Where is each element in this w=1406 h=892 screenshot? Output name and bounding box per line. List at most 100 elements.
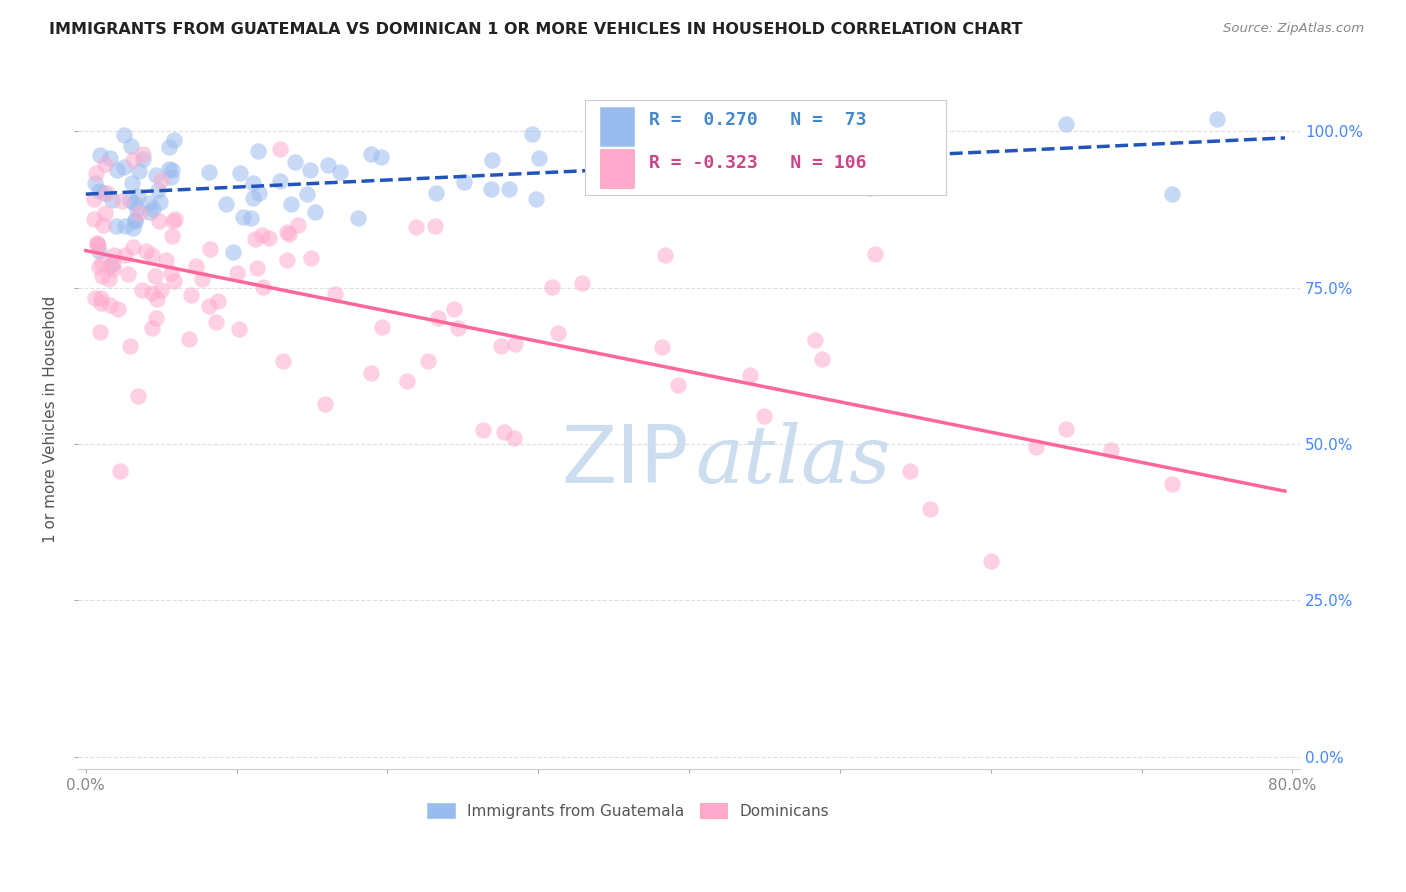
Point bbox=[547, 326, 569, 340]
Point bbox=[184, 260, 207, 274]
Point bbox=[150, 172, 173, 186]
Text: R =  0.270   N =  73: R = 0.270 N = 73 bbox=[648, 111, 866, 128]
Point bbox=[157, 139, 180, 153]
Point bbox=[295, 187, 318, 202]
Point bbox=[159, 169, 181, 184]
Text: atlas: atlas bbox=[695, 422, 890, 500]
Point bbox=[135, 244, 157, 258]
Point bbox=[246, 260, 269, 275]
Point bbox=[346, 211, 368, 225]
Point bbox=[360, 366, 382, 380]
Point bbox=[163, 211, 186, 226]
Point bbox=[87, 244, 110, 258]
Point bbox=[479, 181, 502, 195]
Point bbox=[271, 354, 294, 368]
Point bbox=[370, 150, 392, 164]
Point bbox=[101, 262, 124, 277]
Point bbox=[859, 181, 882, 195]
Point bbox=[666, 378, 689, 392]
Point bbox=[89, 148, 111, 162]
Point bbox=[371, 319, 394, 334]
Point bbox=[127, 188, 149, 202]
Point bbox=[96, 186, 118, 200]
Point bbox=[396, 375, 419, 389]
Point bbox=[141, 286, 163, 301]
Point bbox=[146, 183, 169, 197]
Point bbox=[191, 271, 214, 285]
Point bbox=[1054, 422, 1077, 436]
Point bbox=[125, 202, 148, 217]
Point bbox=[427, 310, 450, 325]
Point bbox=[84, 291, 107, 305]
Point bbox=[1054, 117, 1077, 131]
Point bbox=[481, 153, 503, 167]
Point bbox=[418, 353, 440, 368]
Point bbox=[121, 240, 143, 254]
Point bbox=[138, 196, 160, 211]
Point bbox=[112, 128, 135, 142]
Point bbox=[127, 389, 149, 403]
Point bbox=[163, 133, 186, 147]
Point bbox=[453, 175, 475, 189]
Point bbox=[143, 268, 166, 283]
Point bbox=[104, 219, 127, 233]
Point bbox=[101, 257, 124, 271]
Point bbox=[287, 218, 309, 232]
Legend: Immigrants from Guatemala, Dominicans: Immigrants from Guatemala, Dominicans bbox=[422, 797, 835, 825]
Point bbox=[114, 219, 136, 234]
Point bbox=[229, 166, 252, 180]
Point bbox=[803, 333, 825, 347]
Point bbox=[105, 163, 128, 178]
Point bbox=[124, 213, 146, 227]
Point bbox=[228, 322, 250, 336]
Point bbox=[529, 151, 551, 165]
Point bbox=[149, 194, 172, 209]
Point bbox=[198, 299, 221, 313]
Point bbox=[405, 219, 427, 234]
Point bbox=[252, 280, 274, 294]
Point bbox=[148, 214, 170, 228]
Point bbox=[980, 554, 1002, 568]
Point bbox=[114, 248, 136, 262]
Point bbox=[100, 258, 122, 272]
Point bbox=[162, 214, 184, 228]
FancyBboxPatch shape bbox=[600, 149, 634, 187]
Point bbox=[90, 296, 112, 310]
Point bbox=[1206, 112, 1229, 126]
Point bbox=[240, 211, 263, 225]
Point bbox=[242, 176, 264, 190]
Point bbox=[132, 147, 155, 161]
Point bbox=[86, 238, 108, 252]
Point bbox=[360, 147, 382, 161]
Point bbox=[84, 166, 107, 180]
Point bbox=[304, 205, 326, 219]
Point bbox=[471, 424, 494, 438]
Point bbox=[141, 321, 163, 335]
Point bbox=[107, 302, 129, 317]
Point bbox=[225, 266, 247, 280]
Point bbox=[84, 176, 107, 190]
Text: IMMIGRANTS FROM GUATEMALA VS DOMINICAN 1 OR MORE VEHICLES IN HOUSEHOLD CORRELATI: IMMIGRANTS FROM GUATEMALA VS DOMINICAN 1… bbox=[49, 22, 1022, 37]
Point bbox=[98, 151, 121, 165]
Point bbox=[1025, 440, 1047, 454]
Point bbox=[571, 276, 593, 290]
Point bbox=[276, 252, 298, 267]
FancyBboxPatch shape bbox=[585, 100, 946, 194]
Point bbox=[131, 283, 153, 297]
Point bbox=[145, 292, 167, 306]
Point bbox=[423, 219, 446, 234]
Point bbox=[269, 141, 291, 155]
Point bbox=[180, 287, 202, 301]
Point bbox=[145, 168, 167, 182]
Text: R = -0.323   N = 106: R = -0.323 N = 106 bbox=[648, 154, 866, 172]
Point bbox=[117, 268, 139, 282]
Point bbox=[141, 248, 163, 262]
Point bbox=[865, 247, 887, 261]
Point bbox=[522, 127, 544, 141]
Point bbox=[108, 464, 131, 478]
Point bbox=[103, 247, 125, 261]
Point bbox=[752, 409, 775, 423]
Point bbox=[89, 326, 111, 340]
Point bbox=[329, 165, 352, 179]
Point bbox=[128, 205, 150, 219]
